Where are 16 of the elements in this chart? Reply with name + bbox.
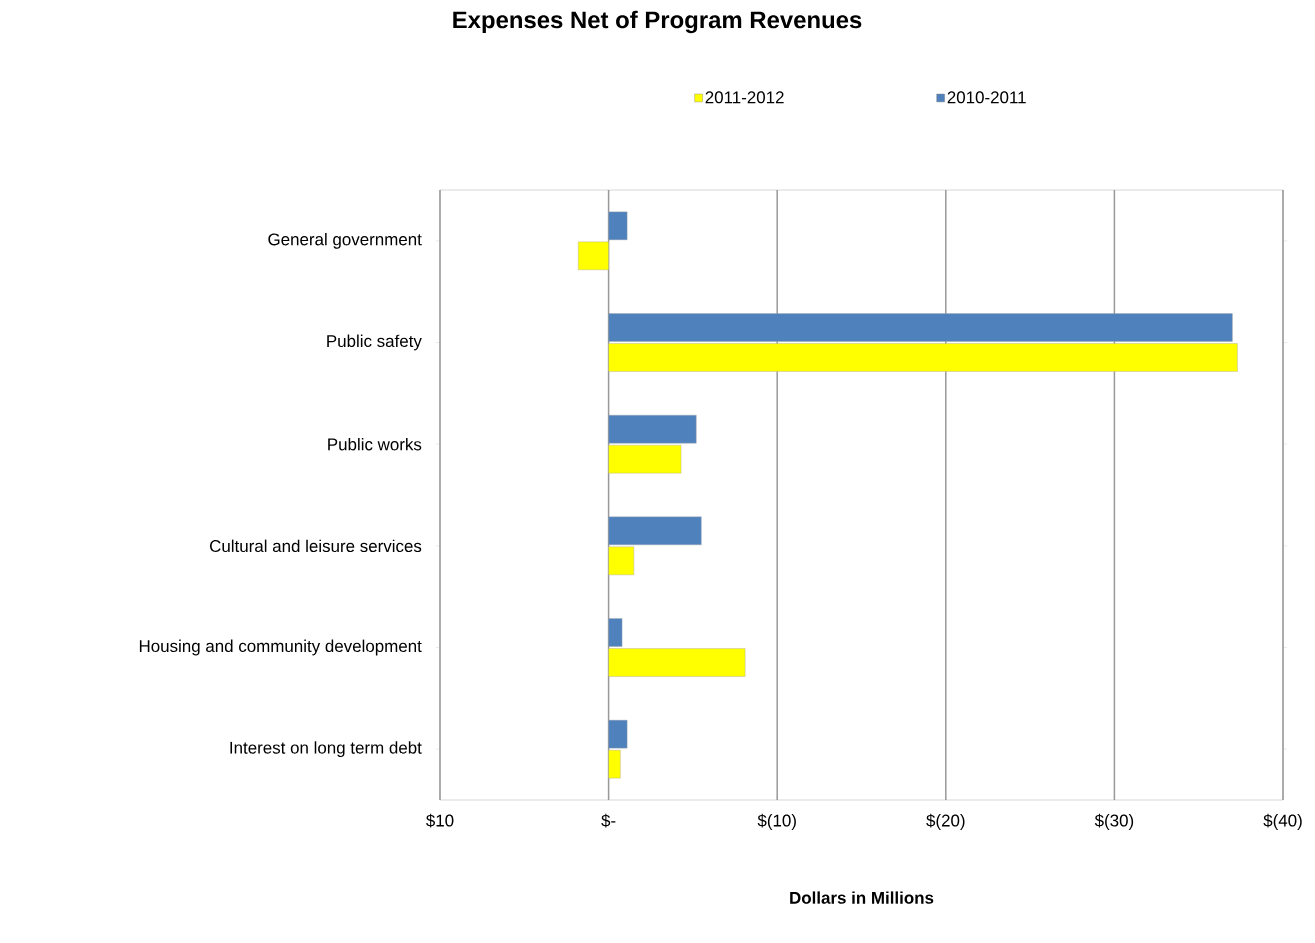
- y-tick-label: Public safety: [327, 334, 422, 351]
- x-tick-label: $(20): [926, 813, 965, 830]
- x-axis-title: Dollars in Millions: [790, 891, 934, 904]
- y-tick-label: Interest on long term debt: [230, 741, 422, 758]
- x-tick-label: $(10): [757, 813, 796, 830]
- y-tick-label: Cultural and leisure services: [210, 539, 422, 553]
- x-tick-label: $(30): [1094, 813, 1134, 830]
- y-tick-label: Public works: [328, 437, 422, 451]
- x-tick-label: $(40): [1263, 813, 1302, 830]
- legend-label: 2010-2011: [947, 91, 1026, 104]
- y-tick-label: General government: [268, 232, 422, 249]
- chart-title: Expenses Net of Program Revenues: [453, 10, 862, 34]
- y-tick-label: Housing and community development: [139, 639, 422, 656]
- x-tick-label: $-: [601, 813, 616, 828]
- x-tick-label: $10: [426, 813, 454, 828]
- legend-label: 2011-2012: [705, 91, 784, 104]
